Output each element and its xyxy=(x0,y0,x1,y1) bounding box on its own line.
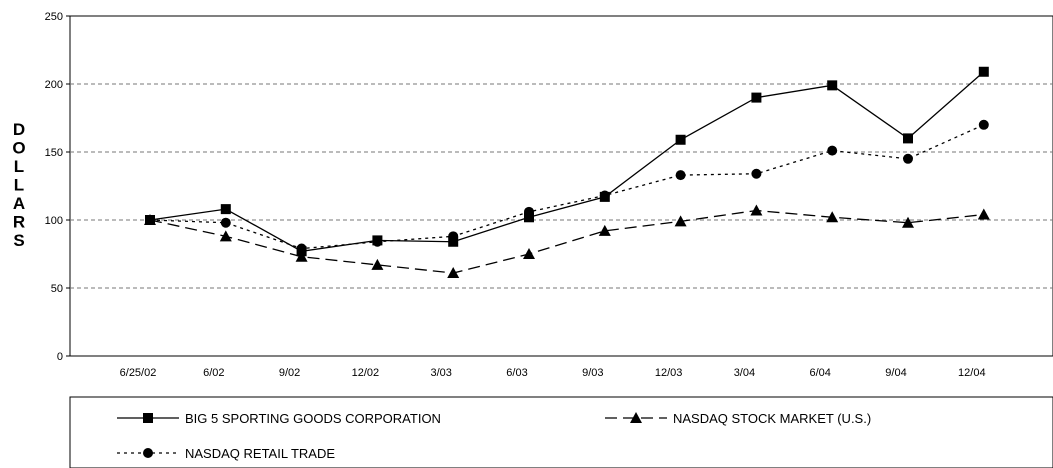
data-point-circle xyxy=(903,153,913,164)
data-point-circle xyxy=(751,168,762,179)
y-axis-label-letter: A xyxy=(13,194,25,213)
x-tick-label: 9/03 xyxy=(582,367,603,379)
data-point-circle xyxy=(220,217,231,228)
plot-area-frame xyxy=(69,15,1053,357)
x-tick-label: 12/03 xyxy=(655,367,683,379)
legend: BIG 5 SPORTING GOODS CORPORATION NASDAQ S… xyxy=(69,396,1053,468)
y-axis-label-letter: R xyxy=(13,213,25,232)
data-point-triangle xyxy=(750,204,763,216)
legend-label: BIG 5 SPORTING GOODS CORPORATION xyxy=(185,411,441,426)
data-point-circle xyxy=(675,170,686,181)
data-point-circle xyxy=(524,206,534,217)
y-tick-label: 0 xyxy=(57,351,63,363)
data-point-triangle xyxy=(295,250,308,262)
series-lines xyxy=(144,66,990,279)
y-axis-label-letter: L xyxy=(14,157,24,176)
y-tick-label: 200 xyxy=(45,79,63,91)
x-tick-label: 3/04 xyxy=(734,367,755,379)
y-axis-label-letter: O xyxy=(12,139,25,158)
x-tick-label: 6/25/02 xyxy=(120,367,157,379)
legend-label: NASDAQ RETAIL TRADE xyxy=(185,446,335,461)
x-tick-label: 6/04 xyxy=(809,367,830,379)
data-point-circle xyxy=(296,243,307,254)
data-point-circle xyxy=(978,119,989,130)
data-point-square xyxy=(675,134,686,145)
data-point-triangle xyxy=(523,248,535,259)
data-point-triangle xyxy=(371,258,384,270)
x-tick-label: 9/04 xyxy=(885,367,906,379)
y-tick-label: 250 xyxy=(45,11,63,23)
legend-marker-circle xyxy=(143,448,153,458)
y-axis-ticks: 0 50 100 150 200 250 xyxy=(45,11,70,363)
gridlines xyxy=(70,83,1053,289)
y-tick-label: 50 xyxy=(51,283,63,295)
series-square xyxy=(145,66,989,257)
series-line xyxy=(149,71,985,252)
data-point-square xyxy=(978,66,989,77)
data-point-circle xyxy=(448,231,459,242)
series-triangle xyxy=(144,204,990,279)
legend-marker-triangle xyxy=(630,412,642,423)
legend-marker-square xyxy=(143,413,153,423)
data-point-circle xyxy=(145,215,155,225)
series-circle xyxy=(145,119,989,254)
data-point-square xyxy=(751,92,762,103)
y-tick-label: 100 xyxy=(45,215,63,227)
series-line xyxy=(149,209,984,274)
data-point-triangle xyxy=(902,216,914,228)
x-tick-label: 3/03 xyxy=(430,367,451,379)
data-point-circle xyxy=(599,190,610,201)
data-point-triangle xyxy=(826,211,839,223)
y-axis-label-letter: D xyxy=(13,120,25,139)
data-point-square xyxy=(524,212,534,223)
data-point-square xyxy=(220,204,231,215)
x-tick-label: 6/02 xyxy=(203,367,224,379)
y-axis-label-letter: L xyxy=(14,176,24,195)
x-tick-label: 6/03 xyxy=(506,367,527,379)
series-line xyxy=(149,124,985,250)
data-point-triangle xyxy=(447,267,460,279)
data-point-square xyxy=(448,236,459,247)
data-point-circle xyxy=(372,236,383,247)
x-axis-ticks: 6/25/02 6/02 9/02 12/02 3/03 6/03 9/03 12/03 3/0… xyxy=(120,367,986,379)
data-point-triangle xyxy=(598,224,611,236)
data-point-square xyxy=(827,80,838,91)
y-axis-label-letter: S xyxy=(13,231,24,250)
data-point-triangle xyxy=(674,215,687,227)
data-point-circle xyxy=(827,145,838,156)
x-tick-label: 12/02 xyxy=(352,367,380,379)
data-point-square xyxy=(903,133,913,144)
legend-box xyxy=(69,396,1053,468)
y-tick-label: 150 xyxy=(45,147,63,159)
legend-label: NASDAQ STOCK MARKET (U.S.) xyxy=(673,411,871,426)
x-tick-label: 12/04 xyxy=(958,367,986,379)
data-point-triangle xyxy=(219,230,232,242)
x-tick-label: 9/02 xyxy=(279,367,300,379)
data-point-triangle xyxy=(977,208,990,220)
